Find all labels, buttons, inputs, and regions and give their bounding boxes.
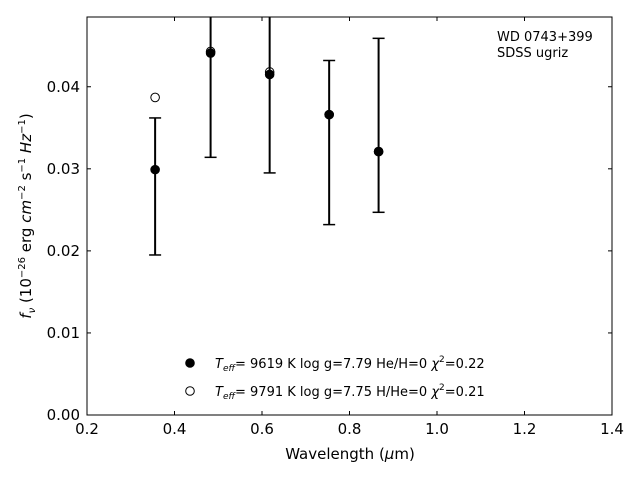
x-tick-label: 0.4 bbox=[163, 420, 187, 438]
legend: Teff= 9619 K log g=7.79 He/H=0 χ2=0.22 T… bbox=[185, 355, 485, 402]
x-tick-label: 0.2 bbox=[75, 420, 99, 438]
y-tick-label: 0.03 bbox=[47, 160, 80, 178]
data-point-filled bbox=[373, 146, 384, 157]
legend-marker-filled bbox=[185, 358, 195, 368]
x-axis-label: Wavelength (μm) bbox=[285, 445, 415, 463]
x-tick-label: 0.6 bbox=[250, 420, 274, 438]
legend-marker-open bbox=[185, 386, 195, 396]
y-axis-label: fν (10−26 erg cm−2 s−1 Hz−1) bbox=[17, 113, 38, 318]
data-point-open bbox=[150, 92, 160, 103]
annotation-line-2: SDSS ugriz bbox=[497, 46, 568, 61]
y-tick-label: 0.02 bbox=[47, 242, 80, 260]
axis-ticks: 0.2 0.4 0.6 0.8 1.0 1.2 1.4 0.00 0.01 0.02 0.03 0.0… bbox=[47, 17, 624, 438]
x-tick-label: 1.0 bbox=[425, 420, 449, 438]
x-tick-label: 1.4 bbox=[600, 420, 624, 438]
annotation-line-1: WD 0743+399 bbox=[497, 30, 593, 45]
plot-frame bbox=[86, 16, 613, 416]
data-point-filled bbox=[324, 109, 334, 120]
error-bars bbox=[149, 17, 385, 256]
data-point-filled bbox=[205, 48, 216, 58]
data-point-filled bbox=[150, 164, 160, 175]
y-tick-label: 0.01 bbox=[47, 324, 80, 342]
x-tick-label: 1.2 bbox=[513, 420, 537, 438]
data-point-filled bbox=[264, 69, 275, 80]
legend-entry-1: Teff= 9619 K log g=7.79 He/H=0 χ2=0.22 bbox=[215, 355, 485, 374]
y-tick-label: 0.04 bbox=[47, 78, 80, 96]
legend-entry-2: Teff= 9791 K log g=7.75 H/He=0 χ2=0.21 bbox=[215, 383, 485, 402]
x-tick-label: 0.8 bbox=[338, 420, 362, 438]
y-tick-label: 0.00 bbox=[47, 406, 80, 424]
data-points bbox=[150, 46, 384, 175]
